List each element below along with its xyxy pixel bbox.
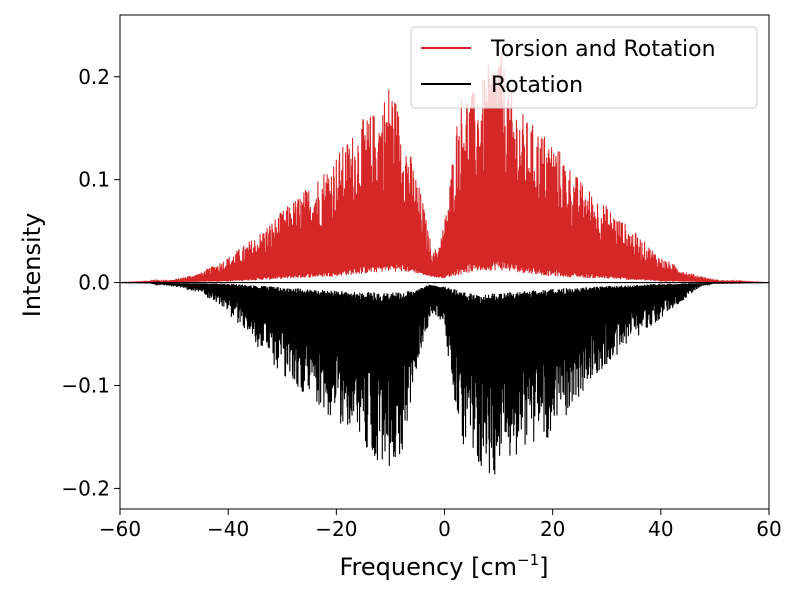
series-line-rotation [120, 280, 769, 475]
legend-label-rotation: Rotation [491, 73, 583, 98]
y-axis-label: Intensity [18, 213, 46, 317]
series-line-torsion-rotation [120, 52, 769, 285]
x-tick-label: 60 [756, 517, 781, 541]
series-layer [120, 52, 769, 475]
x-tick-label: 0 [438, 517, 451, 541]
axis-ticks: −60 −40 −20 0 20 40 60 −0.2 −0.1 0.0 0.1 0.2 [61, 65, 781, 541]
y-tick-label: 0.0 [78, 271, 110, 295]
y-tick-label: 0.1 [78, 168, 110, 192]
y-tick-label: −0.1 [61, 374, 110, 398]
legend-box [410, 26, 758, 109]
legend: Torsion and Rotation Rotation [410, 26, 758, 109]
y-tick-label: −0.2 [61, 476, 110, 500]
y-tick-label: 0.2 [78, 65, 110, 89]
x-tick-label: −20 [315, 517, 357, 541]
x-tick-label: −60 [99, 517, 141, 541]
x-tick-label: −40 [207, 517, 249, 541]
x-tick-label: 40 [648, 517, 673, 541]
legend-label-torsion-rotation: Torsion and Rotation [490, 37, 716, 62]
x-axis-label: Frequency [cm−1] [339, 551, 548, 581]
x-tick-label: 20 [540, 517, 565, 541]
